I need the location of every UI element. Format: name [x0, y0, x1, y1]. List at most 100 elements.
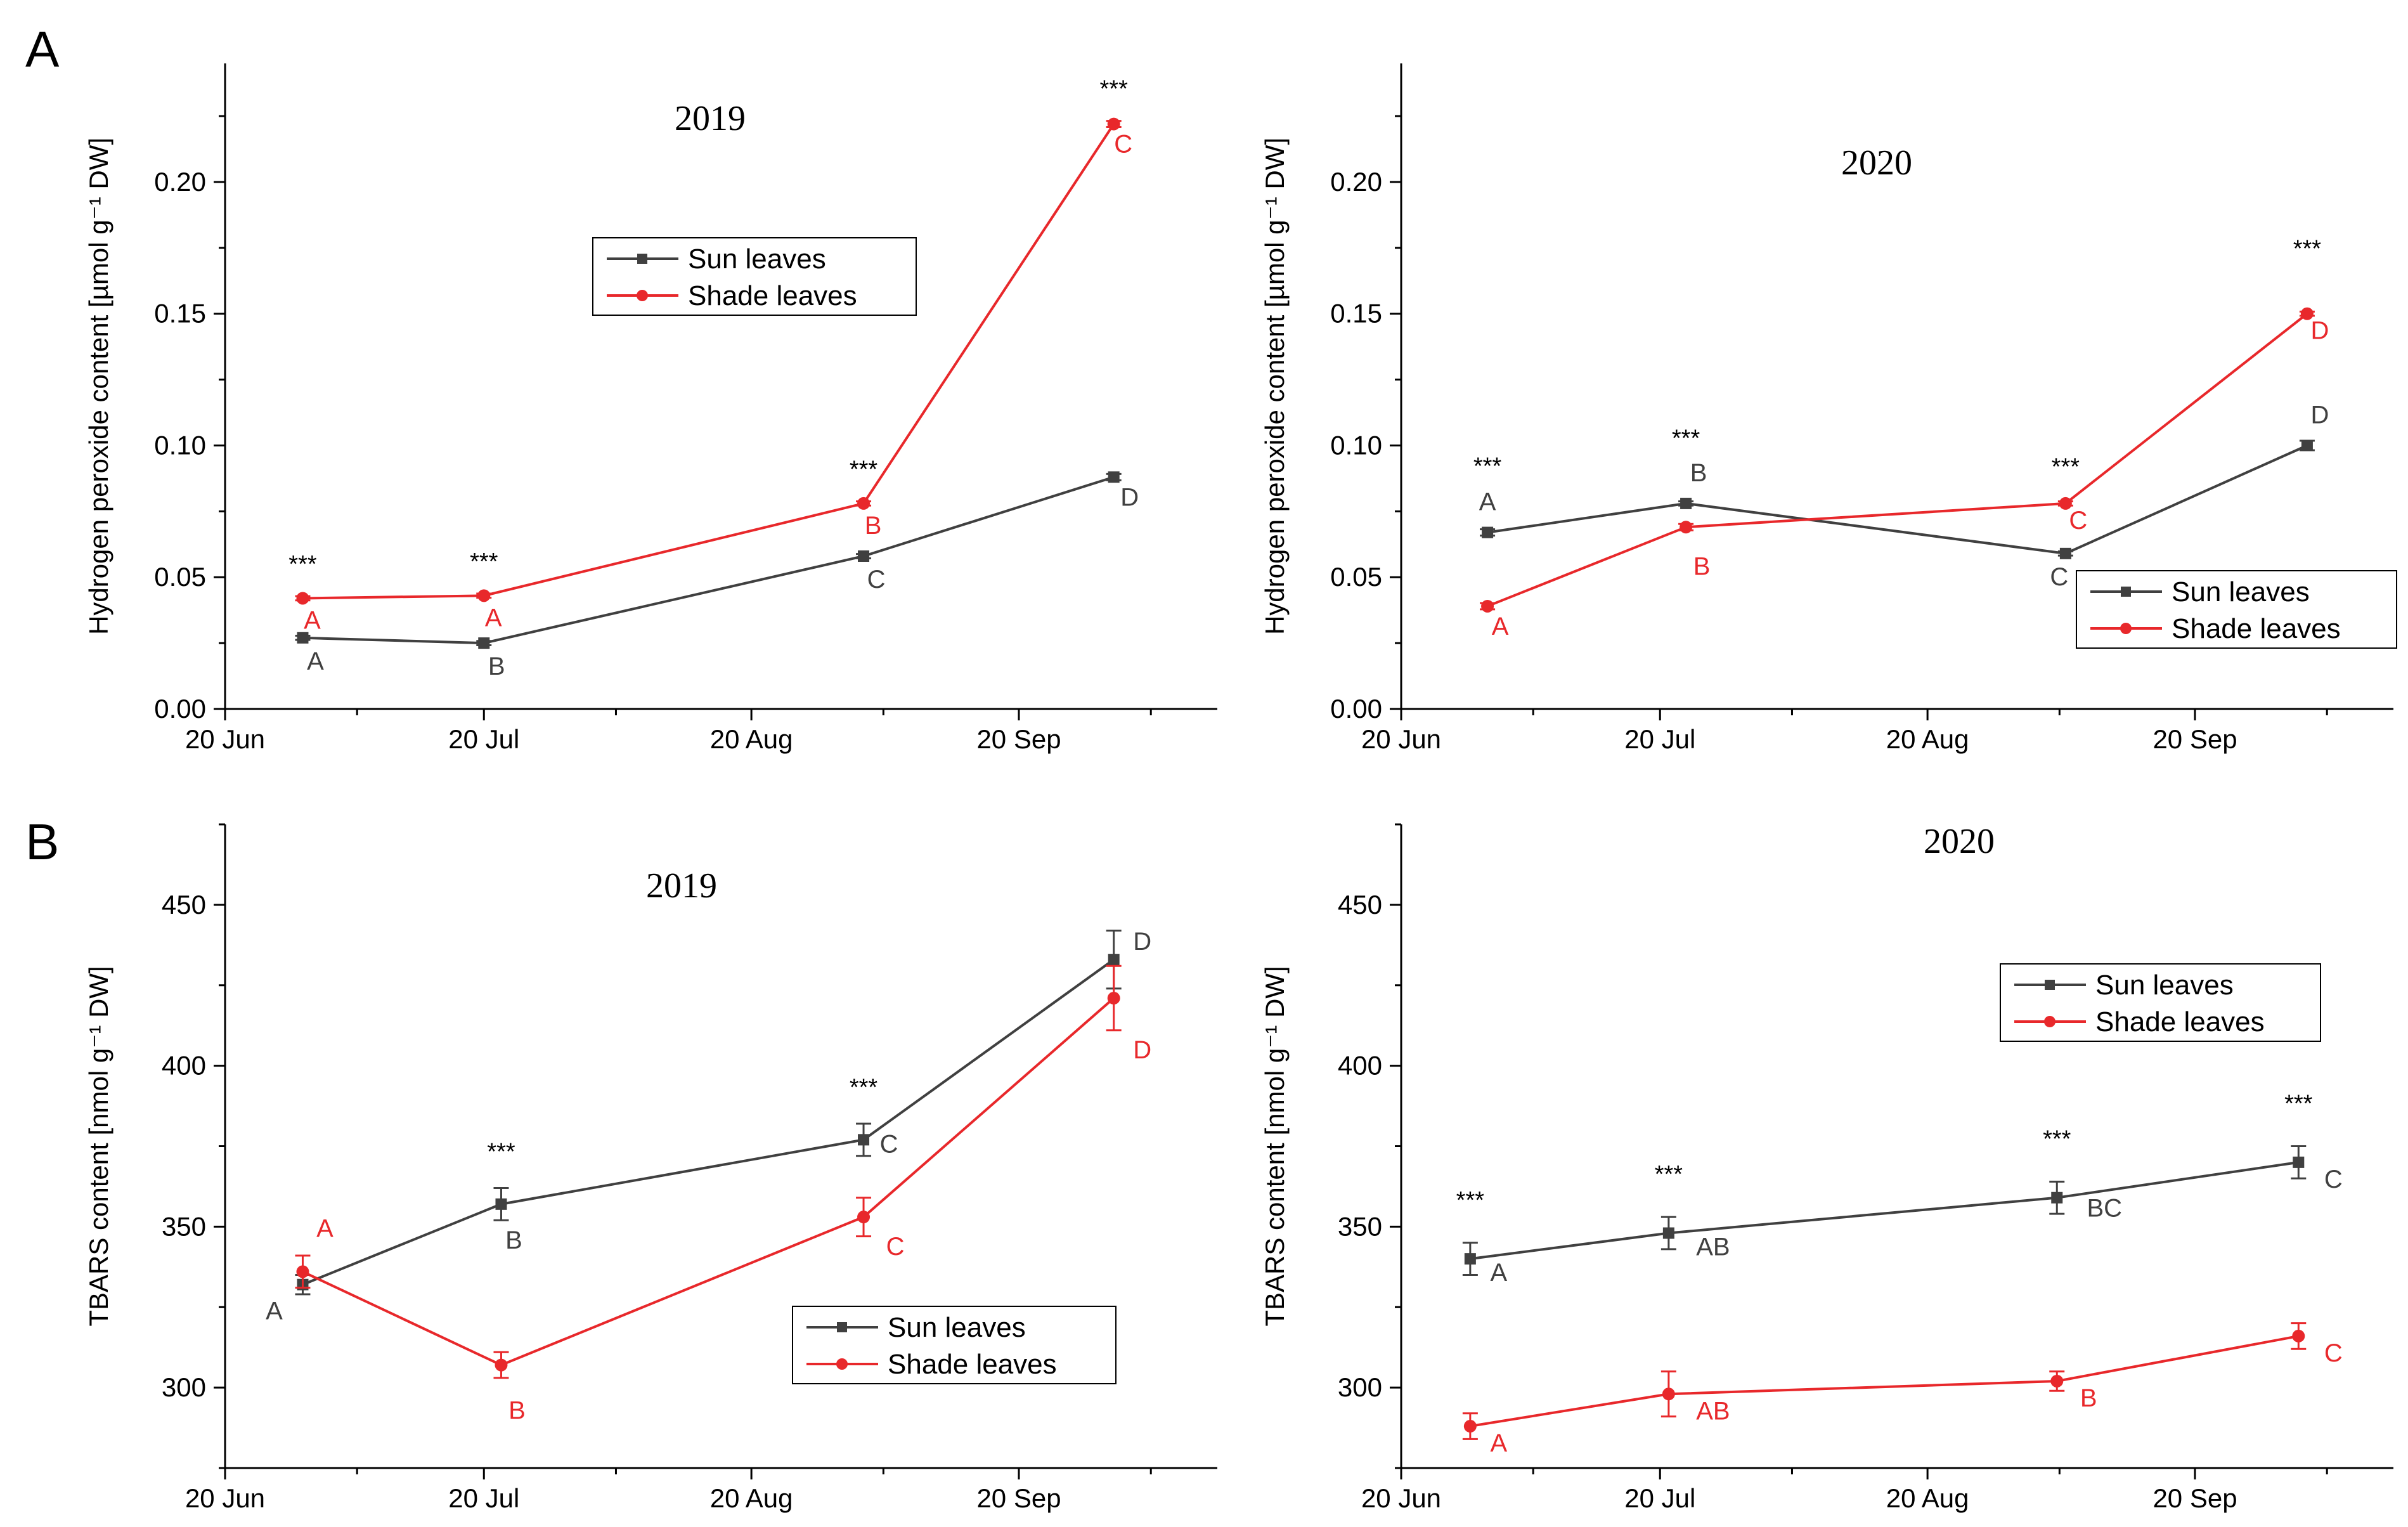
significance-stars: *** — [1100, 76, 1129, 103]
x-tick-label: 20 Sep — [2152, 724, 2237, 754]
significance-letter: D — [2310, 317, 2329, 345]
panel-letter-a: A — [25, 21, 60, 77]
significance-letter: D — [1120, 483, 1139, 511]
x-tick-label: 20 Jul — [448, 724, 519, 754]
series-line-shade — [302, 123, 1115, 600]
significance-letter: A — [1479, 488, 1496, 516]
data-point-sun — [1482, 526, 1494, 538]
legend: Sun leaves Shade leaves — [2000, 963, 2321, 1042]
significance-letter: C — [1114, 131, 1132, 159]
significance-letter: AB — [1696, 1233, 1730, 1261]
y-tick-label: 0.20 — [1330, 167, 1382, 197]
y-tick-label: 0.00 — [1330, 694, 1382, 724]
data-point-shade — [1481, 599, 1494, 613]
data-point-shade — [2059, 497, 2072, 510]
legend-marker-shade — [2120, 623, 2132, 634]
data-point-shade — [296, 1265, 309, 1278]
significance-stars: *** — [1655, 1161, 1683, 1188]
legend-marker-shade — [836, 1358, 848, 1370]
x-tick-label: 20 Aug — [710, 724, 793, 754]
chart-title: 2020 — [1924, 822, 1995, 861]
significance-letter: C — [2324, 1166, 2343, 1193]
data-point-shade — [2300, 307, 2314, 320]
chart-h2o2-2019: 0.00 0.05 0.10 0.15 0.20 20 Jun 20 Jul 20 Aug 20… — [84, 63, 1217, 754]
data-point-shade — [495, 1358, 508, 1372]
data-point-sun — [1662, 1227, 1674, 1239]
significance-stars: *** — [288, 551, 317, 578]
significance-letter: B — [1690, 459, 1707, 487]
legend-label: Sun leaves — [688, 244, 826, 275]
significance-letter: A — [307, 647, 324, 675]
legend-marker-sun — [637, 254, 647, 264]
legend-marker-shade — [2044, 1016, 2055, 1027]
data-point-sun — [478, 637, 490, 649]
x-tick-label: 20 Aug — [1886, 724, 1969, 754]
x-tick-label: 20 Jul — [1624, 1483, 1695, 1513]
data-point-shade — [1107, 992, 1120, 1005]
data-point-sun — [2051, 1192, 2063, 1204]
legend-marker-sun — [2045, 980, 2055, 990]
legend-label: Shade leaves — [2172, 613, 2341, 644]
data-point-sun — [495, 1198, 507, 1210]
data-point-shade — [2292, 1329, 2305, 1342]
significance-letter: C — [2324, 1339, 2343, 1367]
legend-label: Sun leaves — [2095, 970, 2234, 1001]
y-tick-label: 0.05 — [1330, 562, 1382, 592]
y-tick-label: 0.20 — [154, 167, 206, 197]
series-line-sun — [1470, 1160, 2299, 1261]
significance-letter: B — [2080, 1384, 2097, 1412]
y-tick-label: 0.15 — [154, 299, 206, 328]
significance-stars: *** — [2052, 454, 2080, 481]
significance-letter: A — [1491, 1259, 1508, 1287]
significance-stars: *** — [470, 549, 498, 575]
legend-box — [792, 1306, 1117, 1384]
y-tick-label: 350 — [1338, 1211, 1382, 1241]
significance-letter: A — [266, 1297, 283, 1325]
panel-letter-b: B — [25, 814, 59, 870]
significance-letter: C — [886, 1233, 905, 1261]
data-point-shade — [1107, 117, 1120, 131]
data-point-sun — [1108, 954, 1120, 966]
significance-letter: D — [2310, 401, 2329, 429]
significance-stars: *** — [1473, 453, 1502, 480]
significance-stars: *** — [2293, 235, 2322, 262]
legend-marker-shade — [637, 290, 648, 301]
x-tick-label: 20 Sep — [2152, 1483, 2237, 1513]
y-tick-label: 0.00 — [154, 694, 206, 724]
legend-box — [2000, 963, 2321, 1042]
chart-tbars-2019: 300 350 400 450 20 Jun 20 Jul 20 Aug 20 Sep TBAR… — [84, 823, 1217, 1513]
legend: Sun leaves Shade leaves — [2076, 570, 2397, 649]
y-tick-label: 0.15 — [1330, 299, 1382, 328]
significance-stars: *** — [2284, 1091, 2313, 1117]
chart-tbars-2020: 300 350 400 450 20 Jun 20 Jul 20 Aug 20 Sep TBAR… — [1260, 822, 2393, 1513]
data-point-sun — [1464, 1253, 1476, 1265]
series-line-shade — [1470, 1334, 2299, 1427]
data-point-sun — [1108, 471, 1120, 483]
series-line-sun — [302, 476, 1115, 645]
significance-stars: *** — [1456, 1187, 1485, 1214]
legend: Sun leaves Shade leaves — [792, 1306, 1117, 1384]
legend-label: Shade leaves — [2095, 1006, 2265, 1037]
y-axis-title: Hydrogen peroxide content [µmol g⁻¹ DW] — [1260, 138, 1290, 635]
x-tick-label: 20 Aug — [1886, 1483, 1969, 1513]
significance-letter: C — [880, 1130, 898, 1158]
y-axis-title: TBARS content [nmol g⁻¹ DW] — [1260, 966, 1290, 1326]
significance-letter: A — [316, 1214, 333, 1242]
data-point-sun — [2059, 547, 2071, 559]
significance-letter: C — [867, 566, 886, 594]
chart-h2o2-2020: 0.00 0.05 0.10 0.15 0.20 20 Jun 20 Jul 20 Aug 20… — [1260, 63, 2397, 754]
chart-title: 2019 — [675, 99, 746, 138]
data-point-shade — [296, 592, 309, 605]
data-point-shade — [857, 497, 871, 510]
legend-box — [592, 237, 917, 316]
significance-letter: B — [1693, 552, 1711, 580]
significance-letter: A — [1492, 613, 1509, 640]
y-tick-label: 450 — [162, 890, 206, 919]
y-tick-label: 300 — [1338, 1372, 1382, 1402]
y-tick-label: 450 — [1338, 890, 1382, 919]
x-tick-label: 20 Jun — [1361, 1483, 1441, 1513]
x-tick-label: 20 Jul — [1624, 724, 1695, 754]
x-tick-label: 20 Jun — [185, 724, 265, 754]
y-tick-label: 0.05 — [154, 562, 206, 592]
legend-label: Shade leaves — [688, 280, 857, 311]
